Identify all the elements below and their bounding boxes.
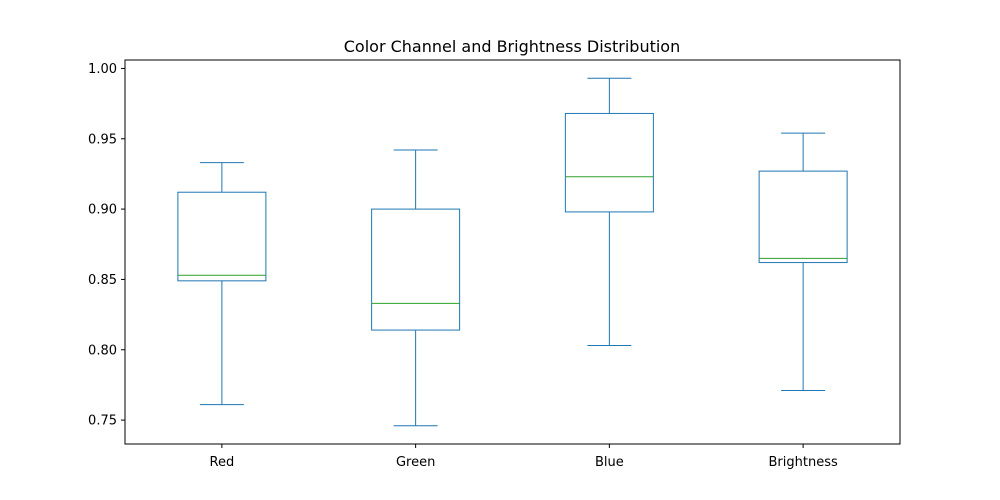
y-axis: 0.75 0.80 0.85 0.90 0.95 1.00	[88, 62, 125, 429]
box-iqr	[758, 170, 848, 264]
box-green	[371, 149, 461, 427]
y-tick-label: 0.95	[88, 132, 117, 147]
x-axis: Red Green Blue Brightness	[210, 444, 838, 470]
y-tick-label: 0.85	[88, 273, 117, 288]
x-tick-label: Red	[210, 455, 235, 470]
box-red	[177, 162, 267, 406]
plot-frame	[124, 59, 901, 445]
y-tick-label: 0.80	[88, 343, 117, 358]
x-tick-label: Brightness	[769, 455, 838, 470]
plot-content	[177, 77, 848, 427]
x-tick-label: Green	[396, 455, 435, 470]
box-iqr	[371, 208, 461, 331]
y-tick-label: 0.90	[88, 203, 117, 218]
box-brightness	[758, 132, 848, 392]
y-tick-label: 1.00	[88, 62, 117, 77]
box-iqr	[177, 191, 267, 282]
x-tick-label: Blue	[595, 455, 624, 470]
box-blue	[564, 77, 654, 347]
chart-title: Color Channel and Brightness Distributio…	[344, 37, 680, 56]
y-tick-label: 0.75	[88, 414, 117, 429]
box-iqr	[564, 112, 654, 213]
